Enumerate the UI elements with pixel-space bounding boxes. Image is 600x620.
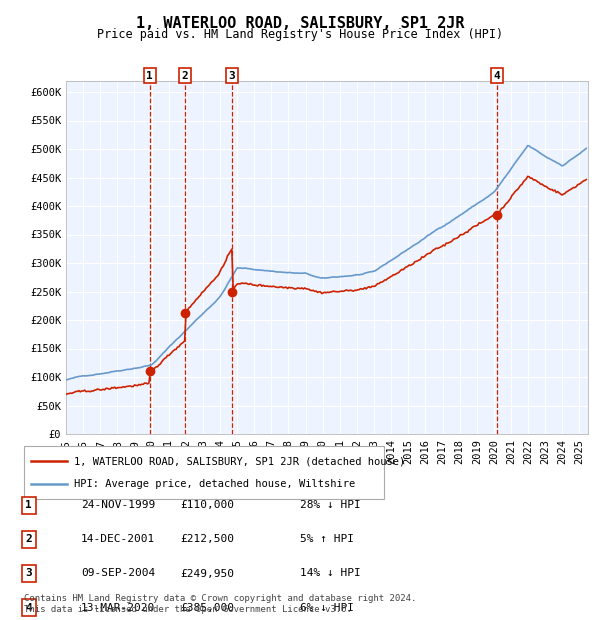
Text: 2: 2 xyxy=(182,71,188,81)
Text: 3: 3 xyxy=(25,569,32,578)
Text: 14-DEC-2001: 14-DEC-2001 xyxy=(81,534,155,544)
Text: 4: 4 xyxy=(25,603,32,613)
Text: £385,000: £385,000 xyxy=(180,603,234,613)
FancyBboxPatch shape xyxy=(24,446,384,499)
Text: 1, WATERLOO ROAD, SALISBURY, SP1 2JR (detached house): 1, WATERLOO ROAD, SALISBURY, SP1 2JR (de… xyxy=(74,456,406,466)
Text: 1, WATERLOO ROAD, SALISBURY, SP1 2JR: 1, WATERLOO ROAD, SALISBURY, SP1 2JR xyxy=(136,16,464,30)
Text: 2: 2 xyxy=(25,534,32,544)
Text: 13-MAR-2020: 13-MAR-2020 xyxy=(81,603,155,613)
Text: 24-NOV-1999: 24-NOV-1999 xyxy=(81,500,155,510)
Text: £249,950: £249,950 xyxy=(180,569,234,578)
Text: 1: 1 xyxy=(25,500,32,510)
Text: Price paid vs. HM Land Registry's House Price Index (HPI): Price paid vs. HM Land Registry's House … xyxy=(97,28,503,41)
Text: 28% ↓ HPI: 28% ↓ HPI xyxy=(300,500,361,510)
Text: 3: 3 xyxy=(229,71,235,81)
Text: 6% ↓ HPI: 6% ↓ HPI xyxy=(300,603,354,613)
Text: 09-SEP-2004: 09-SEP-2004 xyxy=(81,569,155,578)
Text: £110,000: £110,000 xyxy=(180,500,234,510)
Text: 14% ↓ HPI: 14% ↓ HPI xyxy=(300,569,361,578)
Text: Contains HM Land Registry data © Crown copyright and database right 2024.
This d: Contains HM Land Registry data © Crown c… xyxy=(24,595,416,614)
Text: 4: 4 xyxy=(494,71,500,81)
Text: HPI: Average price, detached house, Wiltshire: HPI: Average price, detached house, Wilt… xyxy=(74,479,356,489)
Text: 1: 1 xyxy=(146,71,153,81)
Text: 5% ↑ HPI: 5% ↑ HPI xyxy=(300,534,354,544)
Text: £212,500: £212,500 xyxy=(180,534,234,544)
